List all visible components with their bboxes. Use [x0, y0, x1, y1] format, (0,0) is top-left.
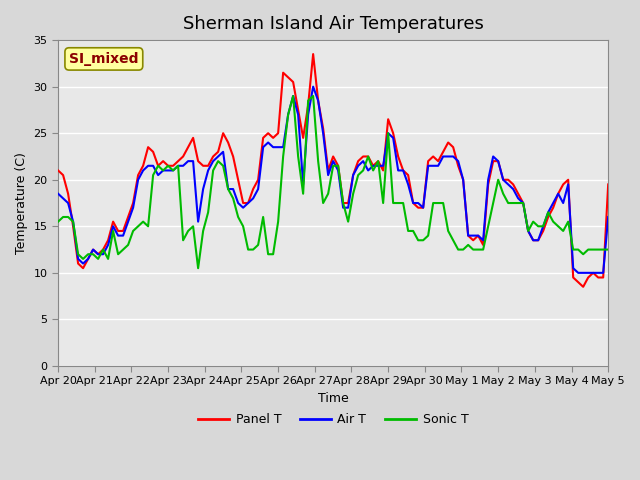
Title: Sherman Island Air Temperatures: Sherman Island Air Temperatures — [182, 15, 484, 33]
Y-axis label: Temperature (C): Temperature (C) — [15, 152, 28, 254]
Text: SI_mixed: SI_mixed — [69, 52, 139, 66]
X-axis label: Time: Time — [318, 392, 349, 405]
Legend: Panel T, Air T, Sonic T: Panel T, Air T, Sonic T — [193, 408, 473, 432]
